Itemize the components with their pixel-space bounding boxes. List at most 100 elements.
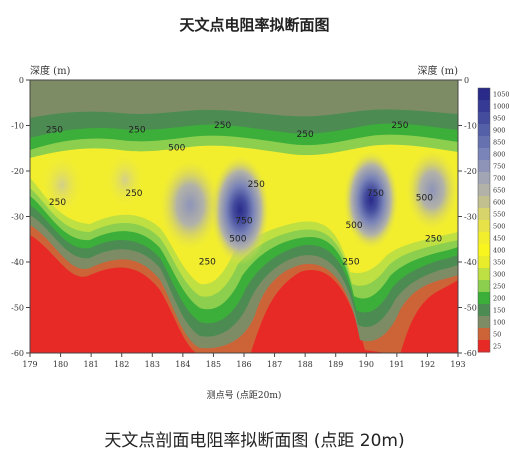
y-tick-label-left: -30 bbox=[11, 213, 24, 222]
contour-label: 250 bbox=[46, 125, 63, 135]
contour-labels: 250 250 250 250 250 500 250 250 250 750 500 250 750 5… bbox=[46, 121, 443, 267]
colorbar-label: 400 bbox=[493, 247, 505, 255]
colorbar-swatch bbox=[478, 88, 490, 101]
colorbar-label: 1050 bbox=[493, 91, 509, 99]
x-axis-label: 测点号 (点距20m) bbox=[207, 390, 282, 401]
x-tick-label: 189 bbox=[328, 360, 343, 369]
y-axis-right: 0 -10 -20 -30 -40 -50 -60 bbox=[458, 76, 477, 358]
colorbar-swatch bbox=[478, 124, 490, 137]
colorbar-swatch bbox=[478, 292, 490, 305]
colorbar-swatch bbox=[478, 280, 490, 293]
colorbar-swatch bbox=[478, 316, 490, 329]
y-tick-label-left: -20 bbox=[11, 167, 24, 176]
y-tick-label-left: -10 bbox=[11, 122, 24, 131]
colorbar-swatch bbox=[478, 256, 490, 269]
contour-label: 500 bbox=[229, 235, 246, 245]
contour-label: 500 bbox=[345, 221, 362, 231]
colorbar-label: 950 bbox=[493, 115, 505, 123]
contour-label: 500 bbox=[168, 144, 185, 154]
colorbar-swatch bbox=[478, 208, 490, 221]
y-tick-label-left: -40 bbox=[11, 258, 24, 267]
anomaly-182 bbox=[105, 152, 145, 208]
colorbar-swatch bbox=[478, 136, 490, 149]
y-axis-left: 0 -10 -20 -30 -40 -50 -60 bbox=[11, 76, 30, 358]
colorbar-label: 850 bbox=[493, 139, 505, 147]
chart-title: 天文点电阻率拟断面图 bbox=[179, 16, 330, 34]
x-tick-label: 193 bbox=[450, 360, 465, 369]
y-tick-label-right: -20 bbox=[464, 167, 477, 176]
anomaly-180 bbox=[40, 153, 84, 217]
y-tick-label-left: -60 bbox=[11, 349, 24, 358]
contour-label: 250 bbox=[391, 121, 408, 131]
y-tick-label-right: -50 bbox=[464, 304, 477, 313]
colorbar-swatch bbox=[478, 196, 490, 209]
colorbar-swatch bbox=[478, 100, 490, 113]
x-tick-label: 191 bbox=[389, 360, 404, 369]
contour-label: 250 bbox=[425, 235, 442, 245]
colorbar-label: 900 bbox=[493, 127, 505, 135]
anomaly-186 bbox=[210, 155, 270, 265]
colorbar-label: 750 bbox=[493, 163, 505, 171]
contour-label: 250 bbox=[248, 180, 265, 190]
colorbar-label: 150 bbox=[493, 307, 505, 315]
contour-label: 250 bbox=[49, 198, 66, 208]
colorbar-swatch bbox=[478, 268, 490, 281]
anomaly-192 bbox=[406, 150, 458, 230]
colorbar-label: 50 bbox=[493, 331, 501, 339]
colorbar-label: 550 bbox=[493, 211, 505, 219]
x-tick-label: 187 bbox=[267, 360, 282, 369]
y-tick-label-left: 0 bbox=[19, 76, 24, 85]
band-surface bbox=[30, 80, 458, 118]
colorbar-label: 350 bbox=[493, 259, 505, 267]
colorbar-swatch bbox=[478, 340, 490, 353]
contour-label: 250 bbox=[128, 125, 145, 135]
contour-label: 750 bbox=[367, 189, 384, 199]
anomaly-190 bbox=[343, 150, 399, 250]
x-tick-label: 186 bbox=[236, 360, 251, 369]
colorbar-swatch bbox=[478, 112, 490, 125]
contour-label: 250 bbox=[342, 257, 359, 267]
colorbar-label: 100 bbox=[493, 319, 505, 327]
x-tick-label: 184 bbox=[175, 360, 190, 369]
figure-caption: 天文点剖面电阻率拟断面图 (点距 20m) bbox=[104, 431, 405, 451]
colorbar-frame bbox=[477, 87, 491, 353]
colorbar-label: 25 bbox=[493, 343, 501, 351]
colorbar-swatch bbox=[478, 244, 490, 257]
colorbar-label: 1000 bbox=[493, 103, 509, 111]
colorbar-label: 700 bbox=[493, 175, 505, 183]
y-axis-label-left: 深度 (m) bbox=[30, 64, 71, 77]
colorbar-swatch bbox=[478, 220, 490, 233]
x-tick-label: 183 bbox=[145, 360, 160, 369]
contour-label: 250 bbox=[297, 130, 314, 140]
colorbar-label: 600 bbox=[493, 199, 505, 207]
x-tick-label: 179 bbox=[22, 360, 37, 369]
colorbar-label: 200 bbox=[493, 295, 505, 303]
anomaly-184 bbox=[160, 160, 220, 250]
y-tick-label-right: -30 bbox=[464, 213, 477, 222]
x-tick-label: 188 bbox=[298, 360, 313, 369]
y-tick-label-right: -60 bbox=[464, 349, 477, 358]
y-tick-label-left: -50 bbox=[11, 304, 24, 313]
colorbar-swatch bbox=[478, 232, 490, 245]
y-axis-label-right: 深度 (m) bbox=[418, 64, 459, 77]
contour-label: 250 bbox=[125, 189, 142, 199]
x-tick-label: 185 bbox=[206, 360, 221, 369]
contour-label: 500 bbox=[416, 194, 433, 204]
contour-label: 250 bbox=[214, 121, 231, 131]
contour-fill bbox=[30, 80, 458, 353]
contour-label: 250 bbox=[199, 257, 216, 267]
contour-label: 750 bbox=[235, 216, 252, 226]
colorbar-label: 300 bbox=[493, 271, 505, 279]
colorbar-label: 500 bbox=[493, 223, 505, 231]
y-tick-label-right: -10 bbox=[464, 122, 477, 131]
colorbar-swatch bbox=[478, 148, 490, 161]
colorbar-swatch bbox=[478, 160, 490, 173]
colorbar-swatch bbox=[478, 184, 490, 197]
colorbar-label: 450 bbox=[493, 235, 505, 243]
x-tick-label: 190 bbox=[359, 360, 374, 369]
x-axis: 179 180 181 182 183 184 185 186 187 188 189 190 191 1… bbox=[22, 353, 466, 369]
colorbar-swatch bbox=[478, 304, 490, 317]
y-tick-label-right: 0 bbox=[464, 76, 469, 85]
colorbar-label: 650 bbox=[493, 187, 505, 195]
